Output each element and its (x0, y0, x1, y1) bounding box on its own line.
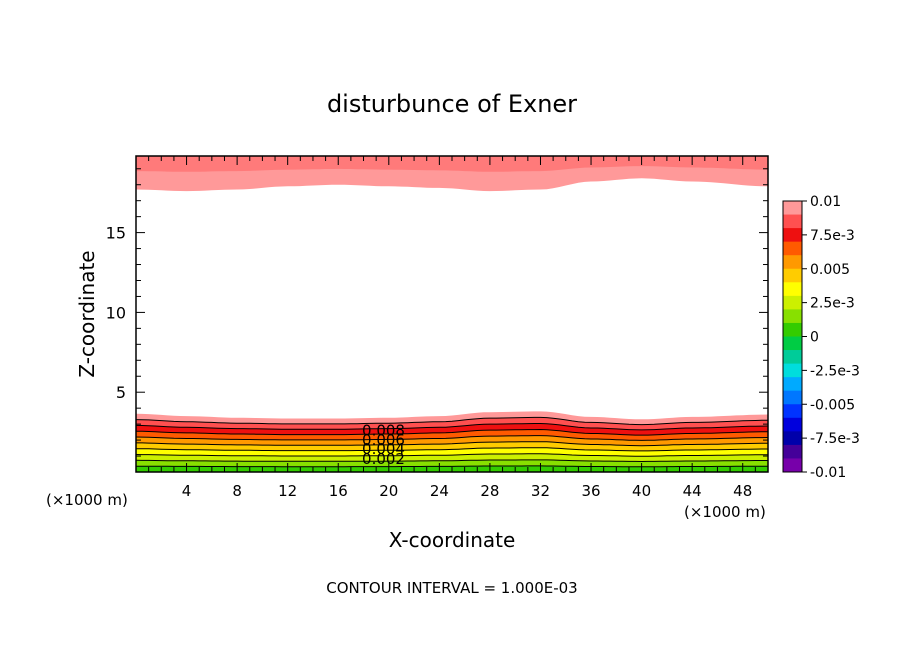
colorbar-swatch (783, 309, 802, 324)
contour-band-bottom-2 (136, 423, 768, 436)
contour-band-bottom-4 (136, 435, 768, 446)
colorbar-swatch (783, 241, 802, 256)
contour-line-bottom-9 (136, 465, 768, 468)
colorbar-label: 0 (810, 330, 819, 346)
colorbar-swatch (783, 255, 802, 270)
colorbar-swatch (783, 417, 802, 432)
y-tick-label: 15 (106, 224, 126, 243)
contour-band-bottom-1 (136, 417, 768, 430)
colorbar-swatch (783, 214, 802, 229)
contour-line-bottom-8 (135, 459, 768, 463)
colorbar-swatch (783, 390, 802, 405)
colorbar-swatch (783, 444, 802, 459)
y-axis: 5 10 15 (106, 168, 768, 457)
colorbar-swatch (783, 377, 802, 392)
contour-line-bottom-7 (135, 453, 768, 457)
colorbar-swatch (783, 228, 802, 243)
colorbar-label: 0.005 (810, 262, 850, 278)
x-axis-label: X-coordinate (389, 528, 516, 552)
x-tick-label: 48 (733, 482, 752, 500)
colorbar-label: 2.5e-3 (810, 296, 855, 312)
colorbar-swatch (783, 458, 802, 473)
x-tick-label: 8 (232, 482, 242, 500)
contour-lines (135, 416, 769, 468)
contour-label: 0.006 (362, 431, 405, 449)
colorbar-label: -2.5e-3 (810, 363, 860, 379)
colorbar-swatch (783, 363, 802, 378)
colorbar-label: 0.01 (810, 194, 841, 210)
colorbar-swatch (783, 336, 802, 351)
x-tick-label: 36 (581, 482, 600, 500)
contour-band-bottom-3 (136, 429, 768, 441)
contour-label: 0.004 (362, 440, 405, 458)
y-axis-label: Z-coordinate (75, 250, 99, 377)
y-tick-label: 5 (116, 383, 126, 402)
x-tick-label: 44 (683, 482, 702, 500)
x-unit-left: (×1000 m) (46, 491, 128, 509)
colorbar-label: -0.01 (810, 465, 846, 481)
x-tick-label: 28 (480, 482, 499, 500)
x-tick-label: 32 (531, 482, 550, 500)
contour-fill (136, 156, 768, 472)
contour-label: 0.002 (362, 450, 405, 468)
contour-band-bottom-5 (136, 441, 768, 451)
contour-label: 0.008 (362, 422, 405, 440)
x-tick-label: 24 (430, 482, 449, 500)
contour-line-bottom-5 (136, 441, 768, 447)
colorbar-label: 7.5e-3 (810, 228, 855, 244)
colorbar-label: -7.5e-3 (810, 431, 860, 447)
x-tick-label: 20 (379, 482, 398, 500)
colorbar-swatch (783, 201, 802, 215)
contour-line-bottom-4 (135, 435, 769, 441)
colorbar-swatch (783, 431, 802, 446)
contour-line-bottom-3 (135, 428, 768, 436)
x-tick-label: 12 (278, 482, 297, 500)
colorbar-swatch (783, 350, 802, 364)
contour-line-bottom-6 (136, 447, 768, 452)
colorbar-swatch (783, 282, 802, 297)
chart-title: disturbunce of Exner (327, 90, 577, 118)
contour-band-bottom-0 (136, 411, 768, 425)
y-tick-label: 10 (106, 303, 126, 322)
contour-line-bottom-1 (135, 416, 768, 426)
colorbar-swatch (783, 404, 802, 419)
x-tick-label: 40 (632, 482, 651, 500)
colorbar: 0.01 7.5e-3 0.005 2.5e-3 0 -2.5e-3 -0.005 -7.5e… (782, 194, 860, 481)
colorbar-swatch (783, 295, 802, 310)
x-axis: 4 8 12 16 20 24 28 32 36 40 44 48 (148, 156, 756, 500)
contour-line-bottom-2 (135, 423, 769, 431)
x-tick-label: 16 (329, 482, 348, 500)
colorbar-swatch (783, 322, 802, 337)
contour-band-bottom-6 (136, 447, 768, 457)
contour-interval-footer: CONTOUR INTERVAL = 1.000E-03 (326, 579, 577, 597)
colorbar-swatch (783, 268, 802, 283)
x-tick-label: 4 (182, 482, 192, 500)
colorbar-label: -0.005 (810, 397, 855, 413)
x-unit-right: (×1000 m) (684, 503, 766, 521)
contour-band-top-1 (136, 156, 768, 172)
